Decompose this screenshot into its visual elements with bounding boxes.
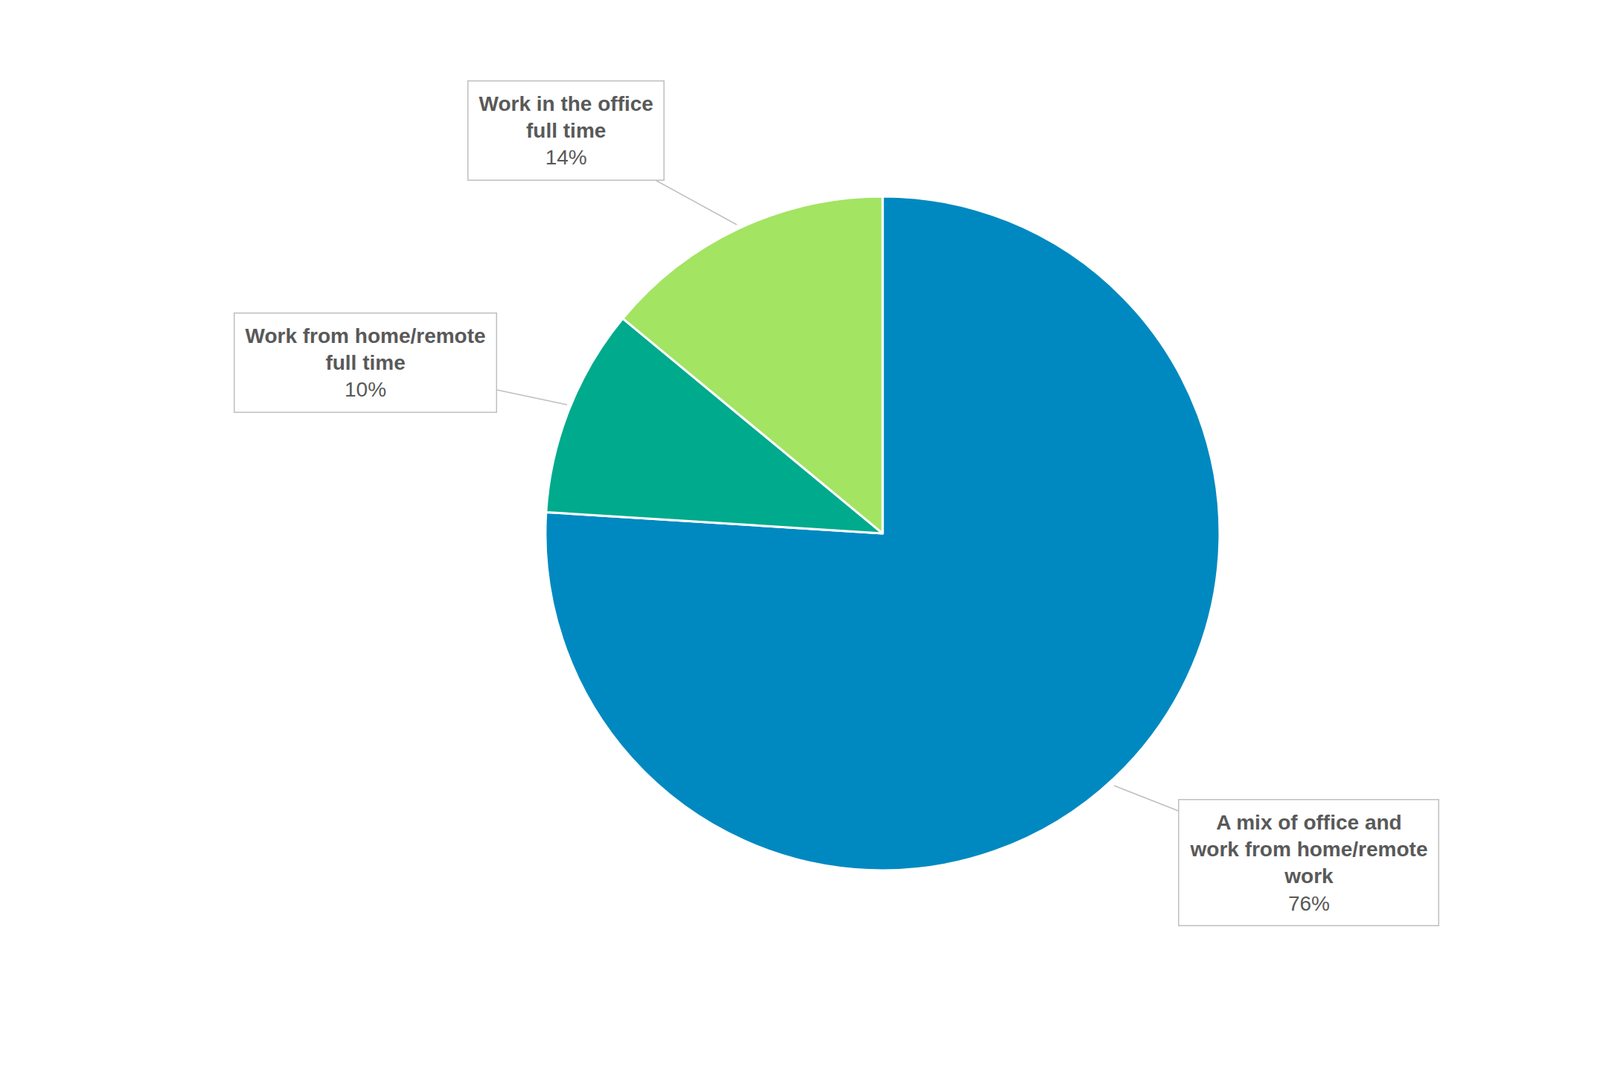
svg-text:A mix of office andwork from h: A mix of office andwork from home/remote…: [1189, 811, 1429, 916]
svg-text:Work from home/remotefull time: Work from home/remotefull time10%: [245, 324, 486, 402]
svg-text:Work in the officefull time14%: Work in the officefull time14%: [479, 92, 654, 170]
